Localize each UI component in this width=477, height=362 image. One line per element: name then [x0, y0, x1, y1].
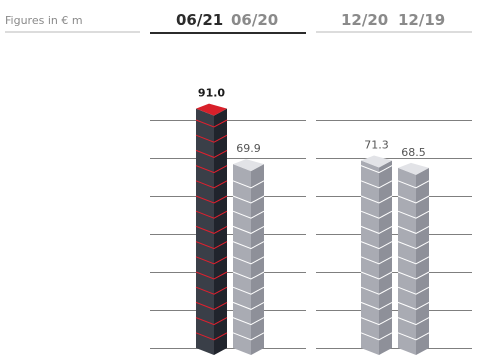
bar-seam	[360, 225, 393, 234]
bar-side-face	[416, 167, 429, 355]
bar-seam	[397, 241, 430, 250]
bar-front-face	[233, 164, 251, 355]
bar-seam	[232, 271, 265, 280]
bar-seam	[195, 256, 228, 265]
bar	[195, 103, 228, 355]
bar-seam	[397, 195, 430, 204]
bar-seam	[195, 180, 228, 189]
bar-top-face	[233, 159, 264, 172]
bar-seam	[397, 286, 430, 295]
data-label: 69.9	[236, 142, 261, 155]
bar-seam	[360, 301, 393, 310]
bar-seam	[360, 195, 393, 204]
bar-seam	[232, 317, 265, 326]
bar-side-face	[379, 160, 392, 355]
bar-seam	[195, 149, 228, 158]
bar-seam	[232, 180, 265, 189]
bar-side-face	[251, 164, 264, 355]
bar-seam	[195, 301, 228, 310]
bar-seam	[397, 256, 430, 265]
period-label-1220: 12/20	[341, 11, 388, 29]
bar-seam	[397, 180, 430, 189]
bar-front-face	[361, 160, 379, 355]
bar-seam	[397, 301, 430, 310]
bar-seam	[195, 210, 228, 219]
period-label-0620: 06/20	[231, 11, 278, 29]
bar-seam	[232, 210, 265, 219]
bar-seam	[360, 180, 393, 189]
bar-seam	[232, 225, 265, 234]
bar-seam	[360, 332, 393, 341]
bar-seam	[397, 271, 430, 280]
data-label: 68.5	[401, 146, 426, 159]
bar-seam	[195, 225, 228, 234]
bar-top-face	[196, 103, 227, 116]
bar-seam	[360, 241, 393, 250]
data-label: 71.3	[364, 138, 389, 151]
bar-seam	[195, 271, 228, 280]
bar-seam	[360, 210, 393, 219]
bar-top-face	[361, 155, 392, 168]
bar-seam	[195, 317, 228, 326]
bar-seam	[195, 286, 228, 295]
bar-seam	[397, 317, 430, 326]
bar	[397, 162, 430, 355]
bar-top-face	[398, 162, 429, 175]
bar-seam	[232, 241, 265, 250]
bar-seam	[360, 271, 393, 280]
bar-seam	[232, 332, 265, 341]
unit-label: Figures in € m	[5, 14, 83, 27]
bar-side-face	[214, 108, 227, 355]
bar-seam	[232, 195, 265, 204]
bar-seam	[360, 165, 393, 174]
bar-seam	[360, 317, 393, 326]
bar-seam	[195, 332, 228, 341]
bar-seam	[195, 241, 228, 250]
bar-seam	[195, 165, 228, 174]
bar	[232, 159, 265, 355]
period-label-1219: 12/19	[398, 11, 445, 29]
period-label-0621: 06/21	[176, 11, 223, 29]
bar-seam	[397, 332, 430, 341]
bar-seam	[195, 134, 228, 143]
data-label: 91.0	[198, 87, 225, 100]
bar-seam	[232, 301, 265, 310]
bar-seam	[397, 225, 430, 234]
bar-seam	[397, 210, 430, 219]
bar-front-face	[398, 167, 416, 355]
bar-seam	[195, 195, 228, 204]
bar	[360, 155, 393, 355]
bar-front-face	[196, 108, 214, 355]
bar-seam	[195, 119, 228, 128]
bar-seam	[232, 256, 265, 265]
bar-seam	[232, 286, 265, 295]
bar-seam	[360, 286, 393, 295]
bar-seam	[360, 256, 393, 265]
